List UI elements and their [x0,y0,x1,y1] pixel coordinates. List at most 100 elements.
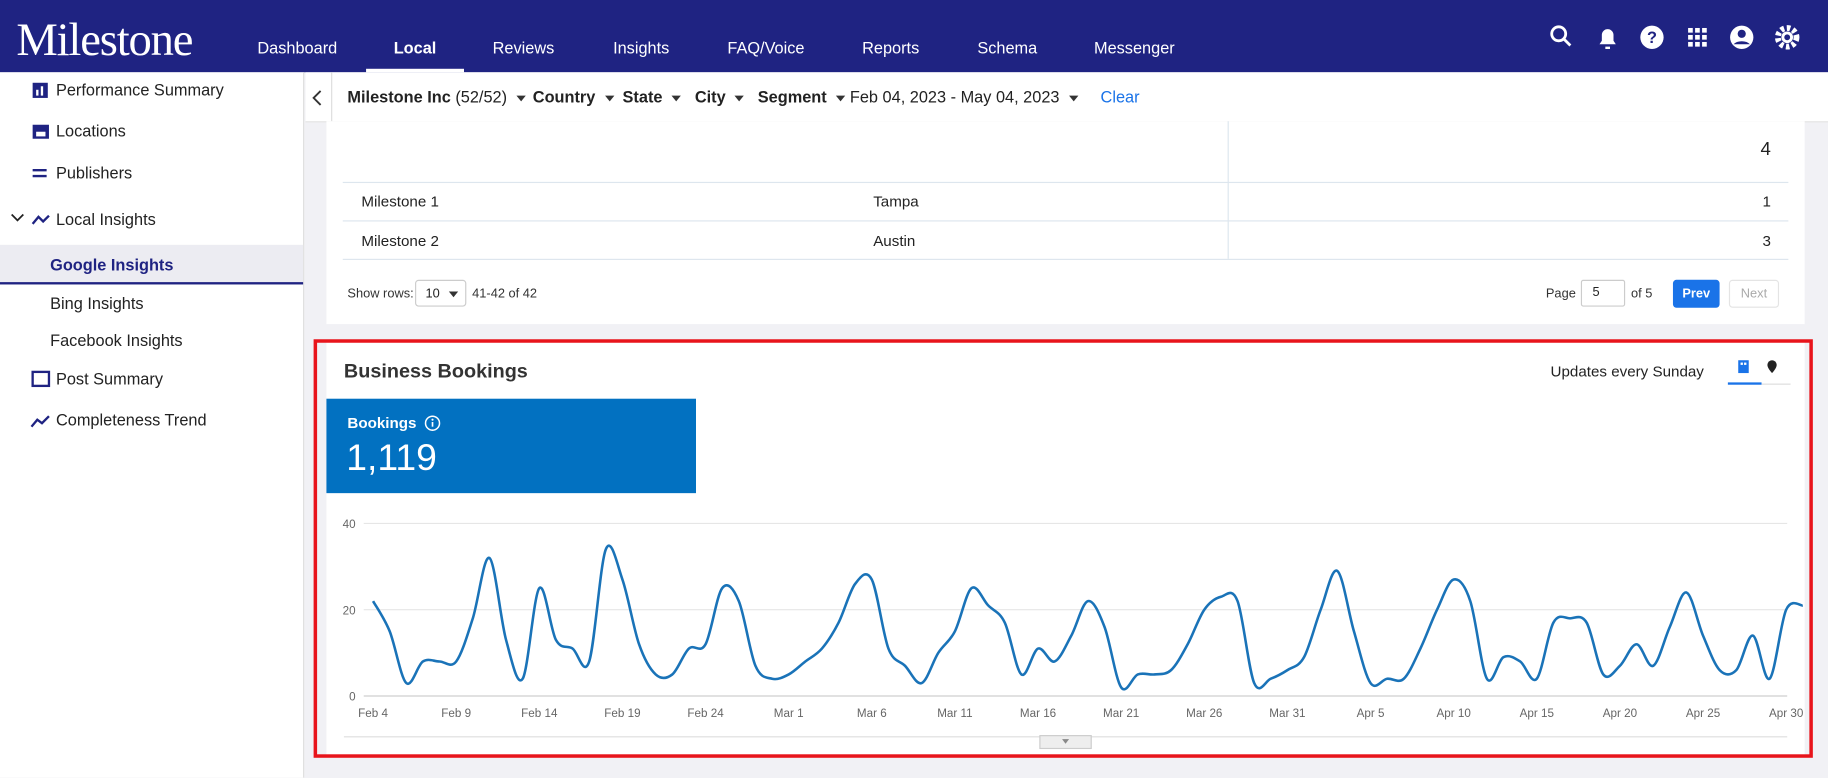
x-tick-label: Mar 1 [774,707,804,720]
view-toggle[interactable] [1727,357,1791,387]
y-tick-label: 0 [349,691,356,704]
x-tick-label: Mar 26 [1186,707,1222,720]
table-card [326,121,1805,325]
x-tick-label: Feb 19 [604,707,640,720]
date-range: Feb 04, 2023 - May 04, 2023 [849,87,1060,107]
sidebar-item[interactable]: Bing Insights [50,293,144,313]
clear-button[interactable]: Clear [1100,87,1140,107]
x-tick-label: Apr 20 [1603,707,1638,720]
nav-underline [366,68,464,73]
settings-icon[interactable] [1774,25,1800,50]
x-tick-label: Feb 4 [358,707,388,720]
update-note: Updates every Sunday [1550,362,1704,381]
nav-item[interactable]: Reports [862,38,920,58]
x-tick-label: Mar 21 [1103,707,1139,720]
sidebar-item[interactable]: Post Summary [55,369,163,389]
table-cell: Austin [873,231,916,250]
kpi-label: Bookings [347,413,417,432]
x-tick-label: Apr 15 [1520,707,1554,720]
header-icons: ? [1550,25,1800,50]
active-item-bg [0,244,304,285]
y-tick-label: 20 [343,604,356,617]
logo[interactable]: Milestone [16,12,193,66]
nav-item[interactable]: Insights [613,38,670,58]
y-tick-label: 40 [343,518,356,531]
sidebar-item[interactable]: Performance Summary [55,80,224,100]
page-total: of 5 [1630,286,1653,301]
top-bar [0,0,1828,73]
svg-text:?: ? [1647,29,1657,47]
rows-select[interactable]: 10 [415,279,467,307]
filter-label: State [622,87,663,107]
nav-item[interactable]: Reviews [492,38,555,58]
bell-icon[interactable] [1599,29,1616,49]
apps-icon[interactable] [1688,27,1707,47]
x-tick-label: Mar 31 [1269,707,1305,720]
sidebar-item[interactable]: Publishers [55,163,133,182]
kpi-value: 1,119 [346,436,437,478]
nav-item[interactable]: Messenger [1093,38,1175,58]
sidebar-item[interactable]: Local Insights [55,209,156,229]
filter[interactable]: Country [532,87,615,107]
sidebar [0,72,305,778]
filter-label: Segment [757,87,827,107]
column-divider [1227,121,1229,259]
rows-per-page: 10 [425,286,440,301]
data-line [371,544,1804,691]
nav-item[interactable]: Local [393,38,437,58]
card-title: Business Bookings [343,360,528,383]
row-divider [342,220,1789,222]
sidebar-icons [11,82,51,428]
account-filter[interactable]: Milestone Inc (52/52) [347,87,526,107]
show-rows-label: Show rows: [347,286,414,301]
table-cell: 3 [1762,231,1771,250]
x-tick-label: Feb 9 [441,707,471,720]
sidebar-item[interactable]: Facebook Insights [50,331,183,350]
info-icon[interactable] [423,414,442,433]
account-count: (52/52) [455,87,508,107]
nav-item[interactable]: Schema [977,38,1038,58]
row-divider [342,181,1789,184]
prev-button[interactable]: Prev [1672,279,1720,308]
row-range: 41-42 of 42 [472,286,538,301]
filter-bar [305,72,1828,123]
filter[interactable]: Segment [758,87,846,106]
next-button[interactable]: Next [1728,279,1780,308]
nav-item[interactable]: Dashboard [257,38,338,58]
filter-label: City [694,87,726,107]
table-cell: Milestone 2 [361,231,439,250]
row-divider [342,258,1789,260]
collapse-button[interactable] [305,72,333,122]
x-tick-label: Feb 14 [521,707,558,720]
page-label: Page [1545,286,1576,301]
help-icon[interactable] [1640,25,1664,49]
table-cell: 1 [1762,192,1771,210]
filter[interactable]: State [623,87,682,106]
filter-label: Country [532,87,596,107]
sidebar-item[interactable]: Google Insights [50,255,174,274]
nav-item[interactable]: FAQ/Voice [727,38,805,58]
x-tick-label: Mar 16 [1020,707,1056,720]
account-name: Milestone Inc [347,87,451,107]
x-tick-label: Mar 11 [937,707,972,720]
table-cell: Milestone 1 [361,192,439,210]
x-tick-label: Apr 25 [1686,707,1720,720]
date-filter[interactable]: Feb 04, 2023 - May 04, 2023 [849,87,1079,107]
sidebar-item[interactable]: Completeness Trend [55,410,207,430]
x-tick-label: Apr 5 [1357,707,1385,720]
table-cell: Tampa [873,192,919,210]
x-tick-label: Mar 6 [857,707,887,720]
filter[interactable]: City [694,87,745,107]
chevron [312,90,322,106]
table-total: 4 [1760,139,1771,160]
slider-arrow [1062,739,1070,744]
highlight-box [313,339,1813,758]
sidebar-item[interactable]: Locations [55,121,126,140]
x-tick-label: Apr 30 [1769,707,1804,720]
x-tick-label: Feb 24 [687,707,724,720]
page-input[interactable]: 5 [1580,279,1626,307]
kpi-tile[interactable] [326,398,696,494]
